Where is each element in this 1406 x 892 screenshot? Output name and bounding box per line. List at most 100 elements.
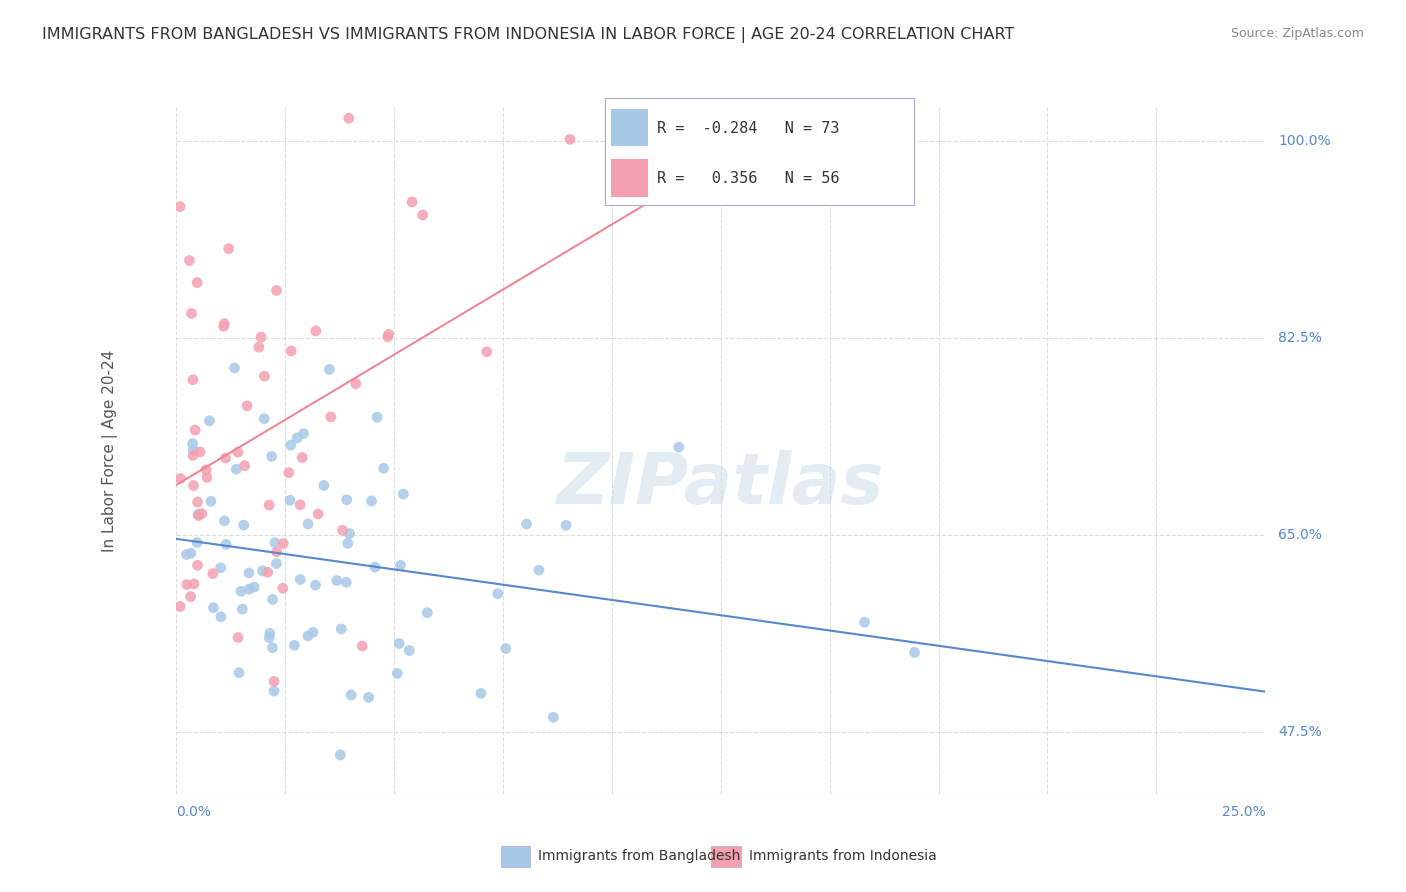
- Point: [238, 582, 260, 596]
- Point: [212, 319, 235, 334]
- Point: [283, 638, 305, 652]
- Point: [340, 688, 363, 702]
- Point: [377, 327, 399, 342]
- Point: [201, 566, 224, 581]
- Point: [195, 470, 218, 484]
- Point: [181, 443, 204, 458]
- Text: R =   0.356   N = 56: R = 0.356 N = 56: [657, 171, 839, 186]
- Point: [271, 581, 294, 595]
- Point: [475, 344, 498, 359]
- Point: [302, 625, 325, 640]
- Point: [388, 636, 411, 650]
- Point: [195, 463, 218, 477]
- Point: [181, 436, 204, 450]
- Point: [470, 686, 492, 700]
- Point: [169, 599, 191, 614]
- Text: ZIPatlas: ZIPatlas: [557, 450, 884, 519]
- Point: [280, 438, 302, 452]
- Point: [176, 548, 198, 562]
- Point: [214, 514, 236, 528]
- Text: Source: ZipAtlas.com: Source: ZipAtlas.com: [1230, 27, 1364, 40]
- Point: [259, 626, 281, 640]
- Point: [209, 561, 232, 575]
- Point: [228, 665, 250, 680]
- Point: [297, 516, 319, 531]
- Point: [224, 360, 246, 375]
- Point: [257, 498, 280, 512]
- Text: Immigrants from Indonesia: Immigrants from Indonesia: [749, 849, 938, 863]
- Point: [339, 526, 361, 541]
- Text: 100.0%: 100.0%: [1278, 134, 1331, 148]
- Point: [280, 344, 302, 359]
- Point: [330, 622, 353, 636]
- Point: [215, 537, 238, 551]
- Point: [305, 324, 328, 338]
- Point: [180, 306, 202, 320]
- Point: [229, 584, 252, 599]
- Point: [253, 369, 276, 384]
- Point: [183, 478, 205, 492]
- Point: [266, 557, 288, 571]
- Point: [202, 600, 225, 615]
- Point: [176, 577, 198, 591]
- Point: [266, 284, 288, 298]
- Point: [187, 508, 209, 522]
- Point: [304, 578, 326, 592]
- Point: [232, 518, 254, 533]
- Point: [225, 462, 247, 476]
- Bar: [501, 846, 530, 867]
- Point: [318, 362, 340, 376]
- Point: [209, 610, 232, 624]
- Point: [271, 536, 294, 550]
- Point: [226, 445, 249, 459]
- Point: [392, 487, 415, 501]
- Point: [307, 507, 329, 521]
- Point: [292, 426, 315, 441]
- Point: [297, 629, 319, 643]
- Point: [252, 564, 274, 578]
- Point: [486, 587, 509, 601]
- Point: [186, 558, 208, 573]
- Point: [179, 253, 201, 268]
- Text: 25.0%: 25.0%: [1222, 805, 1265, 819]
- Point: [233, 458, 256, 473]
- Point: [285, 431, 308, 445]
- Text: Immigrants from Bangladesh: Immigrants from Bangladesh: [538, 849, 741, 863]
- Point: [181, 449, 204, 463]
- Text: 82.5%: 82.5%: [1278, 331, 1323, 345]
- Point: [250, 330, 273, 344]
- Point: [329, 747, 352, 762]
- Point: [262, 592, 284, 607]
- Point: [387, 666, 409, 681]
- Point: [332, 523, 354, 537]
- Point: [169, 471, 191, 485]
- Point: [184, 423, 207, 437]
- Point: [336, 536, 359, 550]
- Point: [344, 376, 367, 391]
- Point: [231, 602, 253, 616]
- Text: 0.0%: 0.0%: [176, 805, 211, 819]
- Point: [373, 461, 395, 475]
- Point: [319, 409, 342, 424]
- Point: [903, 645, 925, 659]
- Point: [200, 494, 222, 508]
- Point: [412, 208, 434, 222]
- Point: [527, 563, 550, 577]
- Point: [555, 518, 578, 533]
- Point: [236, 399, 259, 413]
- Point: [291, 450, 314, 465]
- Point: [335, 575, 357, 590]
- Point: [218, 242, 240, 256]
- Point: [277, 466, 299, 480]
- Point: [495, 641, 517, 656]
- Point: [416, 606, 439, 620]
- Point: [389, 558, 412, 573]
- Point: [256, 566, 278, 580]
- Point: [214, 450, 236, 465]
- Point: [543, 710, 565, 724]
- Point: [326, 574, 349, 588]
- Point: [257, 631, 280, 645]
- Point: [558, 132, 581, 146]
- Point: [169, 200, 191, 214]
- Point: [183, 577, 205, 591]
